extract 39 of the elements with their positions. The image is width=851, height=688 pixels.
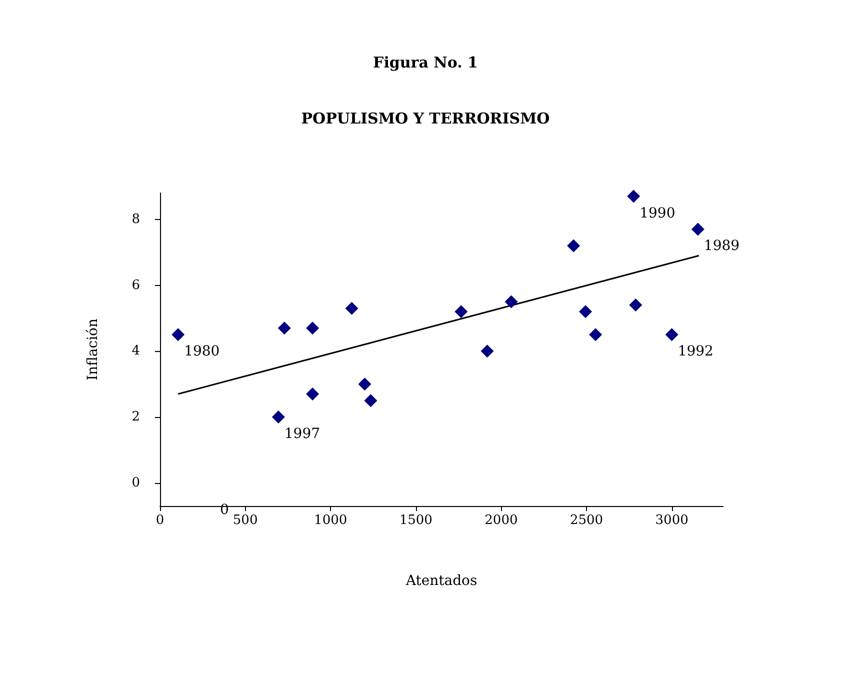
x-tick-label: 2500 — [570, 513, 604, 528]
annotation: 1989 — [704, 238, 740, 254]
point — [480, 344, 494, 358]
x-tick-label: 1500 — [399, 513, 432, 528]
point — [504, 295, 518, 308]
y-tick-label: 4 — [132, 344, 140, 359]
point — [567, 239, 580, 252]
x-tick-label: 500 — [232, 513, 258, 528]
point — [691, 222, 704, 236]
point — [454, 305, 468, 318]
x-tick-label: 1000 — [314, 513, 348, 528]
point — [306, 322, 320, 335]
point — [629, 298, 642, 312]
y-tick-label: 8 — [132, 212, 140, 227]
chart-subtitle: POPULISMO Y TERRORISMO — [301, 110, 550, 128]
point — [364, 394, 378, 408]
point — [627, 190, 640, 203]
point — [306, 387, 320, 400]
point — [278, 322, 291, 335]
point — [345, 302, 358, 315]
y-tick-label: 0 — [132, 475, 140, 490]
x-axis-title: Atentados — [404, 573, 478, 589]
x-tick-label: 3000 — [655, 513, 688, 528]
x-tick-label: 2000 — [484, 513, 518, 528]
annotation: 1990 — [640, 205, 676, 222]
y-tick-label: 6 — [132, 278, 140, 293]
point — [358, 378, 372, 391]
point — [665, 328, 678, 342]
annotation: 1997 — [284, 426, 320, 442]
annotation: 1980 — [184, 344, 220, 360]
annotation: 1992 — [678, 344, 714, 360]
point — [272, 410, 285, 424]
chart-title: Figura No. 1 — [373, 54, 478, 72]
y-tick-label: 2 — [132, 410, 140, 425]
point — [578, 305, 592, 318]
x-tick-label: 0 — [156, 513, 164, 528]
y-axis-title: Inflación — [85, 318, 101, 380]
point — [172, 328, 185, 342]
point — [589, 328, 602, 342]
